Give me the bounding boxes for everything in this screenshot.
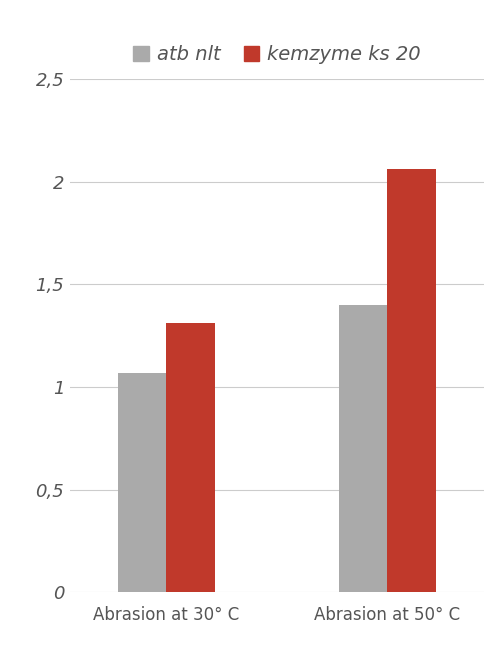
Legend: atb nlt, kemzyme ks 20: atb nlt, kemzyme ks 20 <box>126 38 428 72</box>
Bar <box>118 372 167 592</box>
Bar <box>167 323 215 592</box>
Bar <box>339 305 387 592</box>
Bar <box>387 169 436 592</box>
